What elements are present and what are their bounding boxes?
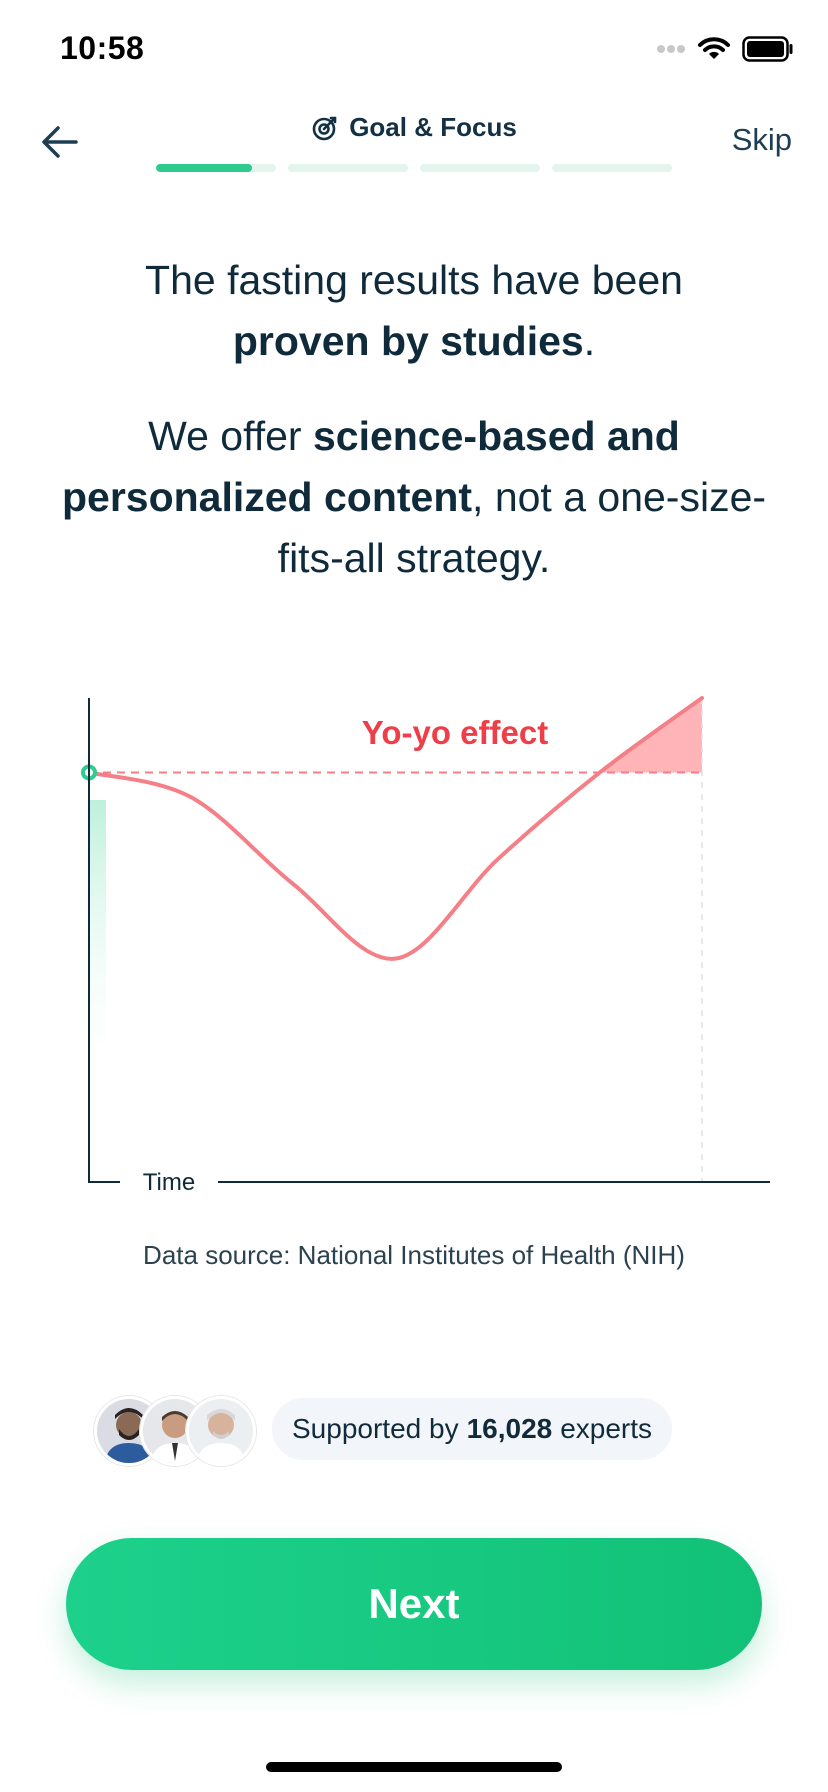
status-time: 10:58 bbox=[60, 30, 145, 66]
progress-segment bbox=[552, 164, 672, 172]
experts-count: 16,028 bbox=[466, 1413, 553, 1444]
headline-1-end: . bbox=[583, 318, 596, 364]
chart-title: Yo-yo effect bbox=[362, 714, 548, 751]
headline-1-bold: proven by studies bbox=[232, 318, 584, 364]
x-axis-label: Time bbox=[143, 1169, 195, 1190]
headline-1-text: The fasting results have been bbox=[145, 257, 683, 303]
headline-2-text: We offer bbox=[148, 413, 313, 459]
data-source: Data source: National Institutes of Heal… bbox=[143, 1240, 685, 1270]
progress-segment bbox=[420, 164, 540, 172]
signal-icon bbox=[657, 45, 685, 53]
next-button[interactable]: Next bbox=[66, 1538, 762, 1670]
headline-2-bold: science-based and personalized content bbox=[61, 413, 680, 520]
headline-2: We offer science-based and personalized … bbox=[60, 406, 768, 589]
start-highlight-band bbox=[90, 800, 106, 1090]
header-title-text: Goal & Focus bbox=[349, 112, 517, 142]
experts-badge: Supported by 16,028 experts bbox=[272, 1398, 673, 1460]
headline-2-post: , not a one-size-fits-all strategy. bbox=[277, 474, 767, 581]
chart-series-line bbox=[87, 696, 704, 961]
back-button[interactable] bbox=[36, 118, 84, 166]
progress-segment bbox=[288, 164, 408, 172]
battery-icon bbox=[742, 36, 793, 62]
experts-pre: Supported by bbox=[292, 1413, 459, 1444]
arrow-left-icon bbox=[42, 126, 78, 158]
status-icons bbox=[656, 36, 794, 62]
target-icon bbox=[312, 116, 337, 140]
home-indicator bbox=[266, 1762, 562, 1772]
progress-segment bbox=[156, 164, 276, 172]
headline-1: The fasting results have been proven by … bbox=[60, 250, 768, 372]
expert-avatars bbox=[94, 1396, 264, 1466]
header-title: Goal & Focus bbox=[0, 112, 828, 143]
progress-fill bbox=[156, 164, 252, 172]
skip-button[interactable]: Skip bbox=[731, 122, 792, 157]
progress-bar bbox=[156, 164, 672, 172]
experts-post: experts bbox=[560, 1413, 653, 1444]
wifi-icon bbox=[698, 37, 730, 59]
yo-yo-chart: Yo-yo effect Time bbox=[81, 696, 770, 1190]
avatar bbox=[186, 1396, 256, 1466]
